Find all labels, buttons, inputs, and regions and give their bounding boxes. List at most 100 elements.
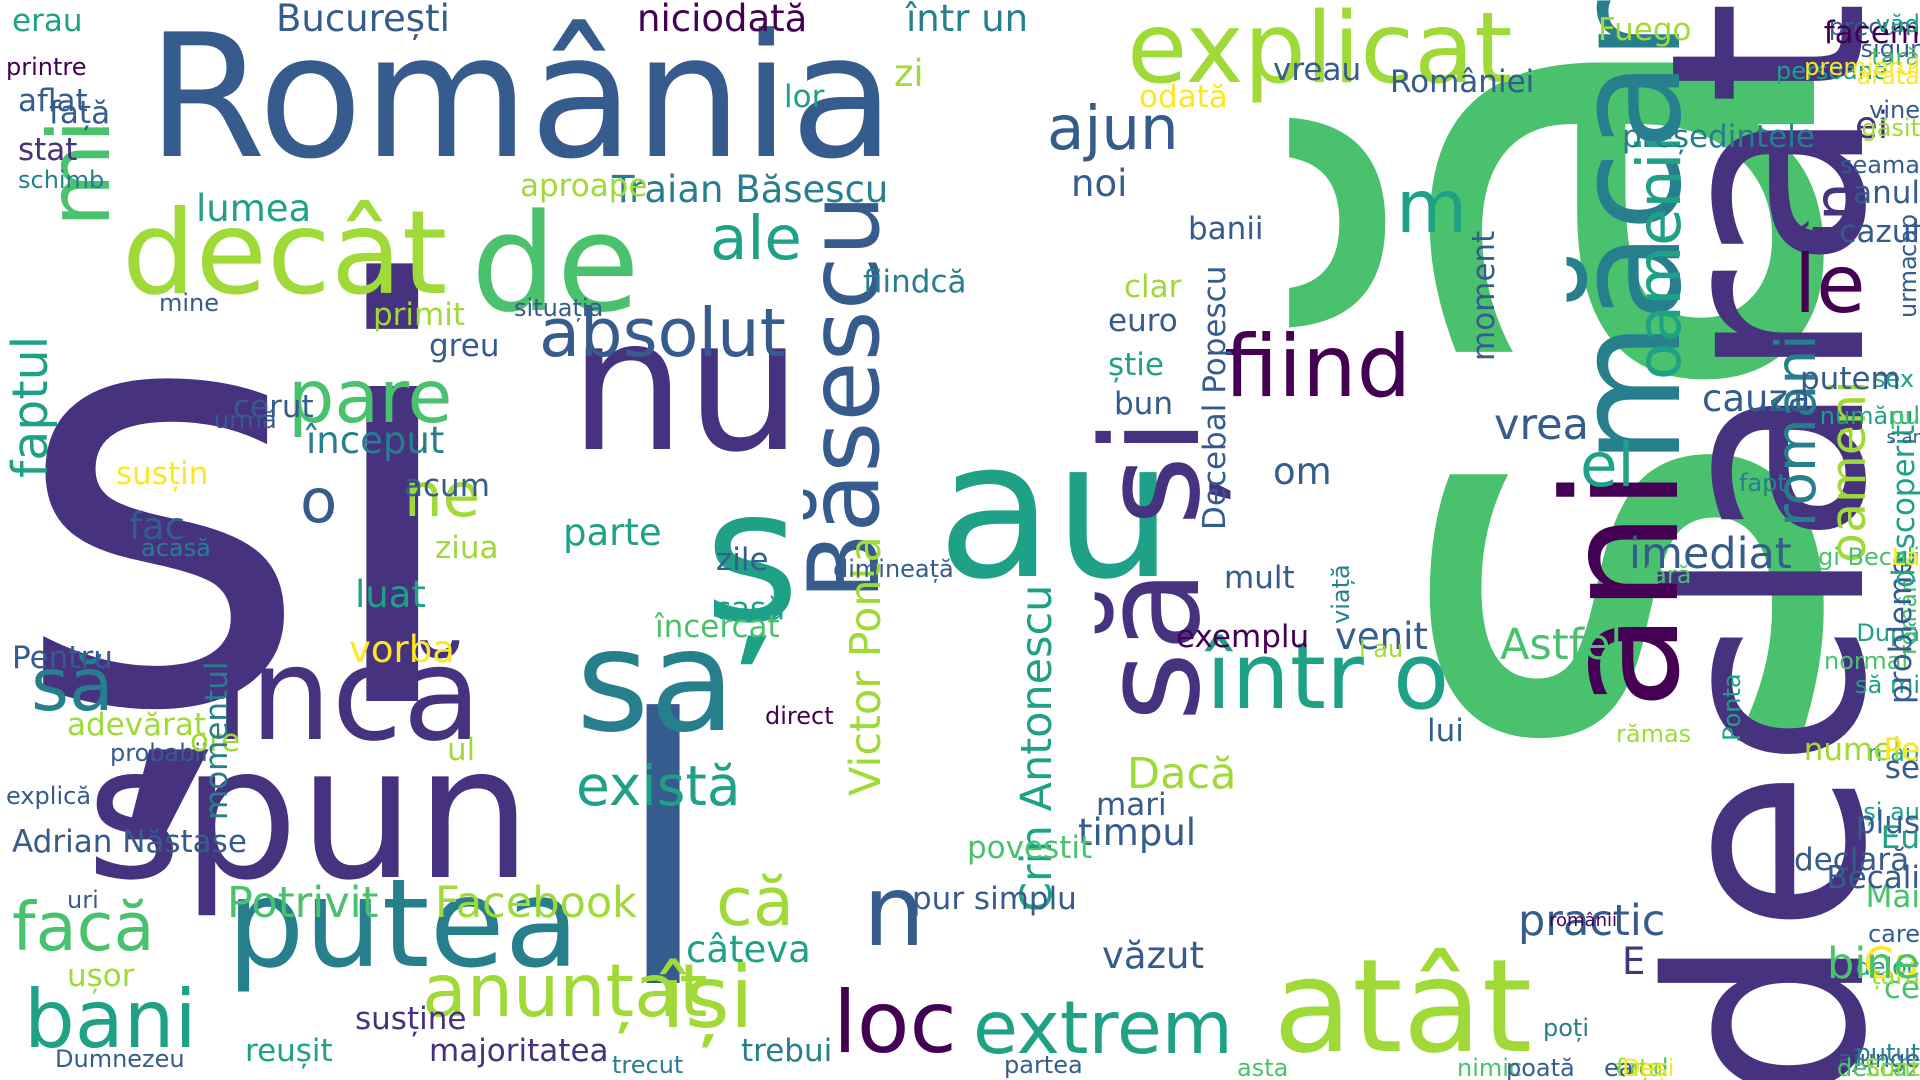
- word-27: își: [661, 948, 754, 1048]
- word-83: lor: [784, 79, 825, 115]
- word-82: stat: [18, 132, 78, 168]
- word-46: că: [716, 863, 794, 941]
- word-183: se: [1884, 750, 1920, 786]
- word-76: într un: [906, 0, 1029, 40]
- word-116: zile: [716, 542, 769, 578]
- word-143: viață: [1327, 564, 1355, 624]
- word-61: om: [1273, 450, 1332, 493]
- word-120: ore: [190, 723, 241, 759]
- word-28: loc: [833, 973, 957, 1073]
- word-98: mine: [159, 289, 220, 317]
- word-79: față: [49, 95, 111, 131]
- word-68: parte: [563, 511, 662, 554]
- word-7: au: [937, 400, 1174, 621]
- word-5: nu: [569, 279, 803, 493]
- word-163: țara: [1871, 962, 1920, 990]
- word-84: odată: [1139, 79, 1228, 115]
- word-149: După: [1856, 619, 1920, 647]
- word-153: deloc: [1855, 953, 1920, 981]
- word-199: pu: [1889, 402, 1920, 430]
- word-32: ajun: [1047, 93, 1179, 164]
- word-3: România: [147, 0, 895, 197]
- word-1: și: [12, 166, 473, 837]
- word-17: putea: [227, 853, 580, 995]
- word-164: Ponta: [1718, 673, 1746, 741]
- word-182: putut: [1855, 1039, 1920, 1067]
- word-165: n au: [1867, 739, 1920, 767]
- word-47: Potrivit: [227, 878, 379, 928]
- word-121: Pentru: [12, 640, 113, 676]
- word-176: Ca: [1863, 939, 1920, 989]
- word-117: încercat: [655, 609, 780, 645]
- word-70: lumea: [196, 187, 312, 230]
- word-135: povestit: [967, 830, 1093, 866]
- word-10: decât: [122, 186, 448, 321]
- word-197: Pe: [1883, 732, 1920, 768]
- word-125: Adrian Năstase: [12, 824, 247, 860]
- word-31: pare: [288, 355, 453, 440]
- word-190: caz: [1879, 1054, 1920, 1080]
- word-138: lui: [1427, 713, 1464, 749]
- word-66: susține: [355, 1001, 467, 1037]
- word-44: există: [576, 754, 741, 818]
- word-129: reușit: [245, 1033, 333, 1069]
- word-136: pur simplu: [912, 881, 1077, 917]
- word-146: fapt: [1739, 469, 1787, 497]
- word-142: exemplu: [1176, 619, 1310, 655]
- word-130: majoritatea: [429, 1033, 609, 1069]
- word-45: să: [31, 643, 114, 728]
- word-33: m: [1396, 165, 1468, 250]
- word-156: plus: [1855, 805, 1920, 841]
- word-114: dimineață: [833, 555, 954, 583]
- word-160: Mai: [1865, 879, 1920, 915]
- word-123: ul: [447, 732, 476, 768]
- word-88: precum: [1828, 13, 1920, 41]
- word-52: cauza: [1702, 377, 1811, 420]
- word-134: momentul: [199, 661, 235, 821]
- word-100: situația: [514, 294, 604, 322]
- word-60: văzut: [1102, 934, 1204, 977]
- word-72: fac: [129, 505, 186, 548]
- word-81: aflat: [18, 83, 88, 119]
- word-137: mari: [1096, 787, 1167, 823]
- word-102: clar: [1124, 269, 1182, 305]
- word-55: practic: [1518, 896, 1666, 946]
- word-95: banii: [1188, 211, 1264, 247]
- word-85: vreau: [1273, 52, 1362, 88]
- word-126: uri: [67, 886, 99, 914]
- word-112: ziua: [435, 530, 499, 566]
- word-173: urma: [1894, 255, 1920, 318]
- word-34: le: [1794, 238, 1866, 331]
- word-105: știe: [1108, 347, 1164, 383]
- word-187: cred: [1616, 1054, 1669, 1080]
- word-174: seama: [1839, 151, 1920, 179]
- word-170: țară: [1871, 43, 1920, 71]
- word-64: început: [306, 419, 445, 462]
- word-65: câteva: [686, 928, 811, 971]
- word-171: găsit: [1861, 114, 1920, 142]
- word-167: vine: [1869, 96, 1920, 124]
- word-169: văd: [1875, 10, 1920, 38]
- word-16: sa: [576, 600, 736, 764]
- word-184: deci: [1837, 1054, 1887, 1080]
- word-144: l au: [1359, 635, 1404, 663]
- word-75: niciodată: [637, 0, 808, 40]
- word-132: trebui: [741, 1033, 833, 1069]
- word-193: poată: [1506, 1054, 1575, 1080]
- word-22: fiind: [1224, 317, 1412, 417]
- word-124: explică: [6, 782, 92, 810]
- word-109: urmă: [214, 406, 277, 434]
- word-106: bun: [1114, 386, 1173, 422]
- word-159: Eu: [1880, 820, 1920, 856]
- word-24: absolut: [539, 294, 786, 372]
- word-111: acum: [404, 468, 490, 504]
- word-194: Deși: [1622, 1054, 1675, 1080]
- word-57: venit: [1335, 615, 1428, 658]
- word-77: zi: [894, 52, 924, 95]
- word-104: euro: [1108, 303, 1178, 339]
- word-80: printre: [6, 53, 87, 81]
- word-133: partea: [1004, 1051, 1083, 1079]
- word-103: fiindcă: [863, 264, 967, 300]
- word-118: direct: [765, 702, 834, 730]
